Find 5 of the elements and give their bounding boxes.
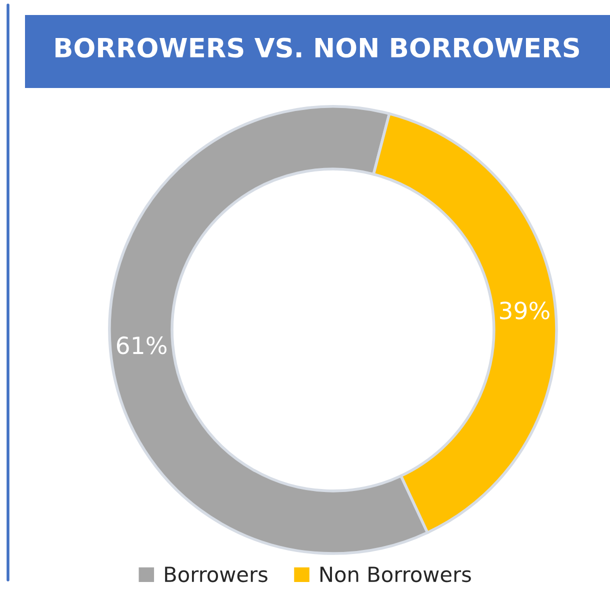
chart-title: BORROWERS VS. NON BORROWERS [56,38,579,58]
legend-label: Borrowers [165,566,268,582]
data-label: 61% [116,336,166,354]
legend-label: Non Borrowers [320,566,471,582]
data-label: 39% [500,302,550,320]
